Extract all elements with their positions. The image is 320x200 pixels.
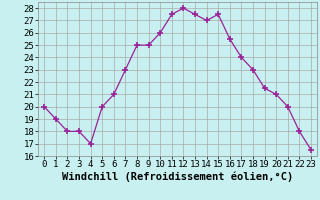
X-axis label: Windchill (Refroidissement éolien,°C): Windchill (Refroidissement éolien,°C) — [62, 172, 293, 182]
